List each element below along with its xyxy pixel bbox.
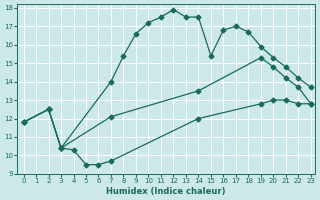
X-axis label: Humidex (Indice chaleur): Humidex (Indice chaleur) xyxy=(106,187,226,196)
